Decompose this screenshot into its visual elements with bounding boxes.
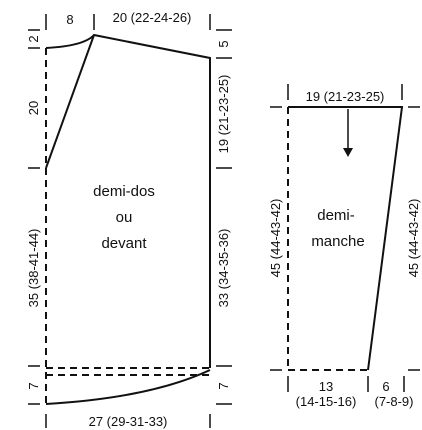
dim-left-bottom: 7 <box>26 382 41 389</box>
sleeve-dim-bottom-a-2: (14-15-16) <box>296 394 357 409</box>
sleeve-dim-bottom-a-1: 13 <box>319 379 333 394</box>
dim-top-right: 20 (22-24-26) <box>113 10 192 25</box>
back-front-label-3: devant <box>101 235 147 252</box>
dim-right-top: 5 <box>216 40 231 47</box>
down-arrowhead <box>343 148 353 157</box>
dim-right-side: 33 (34-35-36) <box>216 229 231 308</box>
sleeve-top-ticks <box>287 84 403 100</box>
dim-bottom: 27 (29-31-33) <box>89 414 168 429</box>
bottom-dim-ticks <box>45 414 211 428</box>
back-front-label-1: demi-dos <box>93 183 155 200</box>
back-front-outline <box>45 33 211 368</box>
sleeve-dim-top: 19 (21-23-25) <box>306 89 385 104</box>
sleeve-outline <box>288 106 404 371</box>
sleeve-dim-bottom-b-2: (7-8-9) <box>374 394 413 409</box>
sleeve-dim-left: 45 (44-43-42) <box>268 199 283 278</box>
sleeve-dim-bottom-b-1: 6 <box>382 379 389 394</box>
dim-left-armhole: 20 <box>26 101 41 115</box>
sleeve-right-ticks <box>408 106 420 371</box>
sleeve-label-1: demi- <box>317 207 355 224</box>
right-dim-ticks <box>216 29 232 405</box>
hem-curve <box>45 369 211 405</box>
back-front-piece <box>28 14 232 428</box>
top-dim-ticks <box>45 14 211 30</box>
dim-top-left: 8 <box>66 12 73 27</box>
left-dim-ticks <box>28 29 40 405</box>
sleeve-bottom-ticks <box>287 376 405 392</box>
sleeve-piece <box>270 84 420 392</box>
dim-left-side: 35 (38-41-44) <box>26 229 41 308</box>
sleeve-label-2: manche <box>311 233 364 250</box>
dim-left-top: 2 <box>26 35 41 42</box>
dim-right-bottom: 7 <box>216 382 231 389</box>
back-front-label-2: ou <box>116 209 133 226</box>
sleeve-left-ticks <box>270 106 282 371</box>
dim-right-armhole: 19 (21-23-25) <box>216 75 231 154</box>
sleeve-dim-right: 45 (44-43-42) <box>406 199 421 278</box>
